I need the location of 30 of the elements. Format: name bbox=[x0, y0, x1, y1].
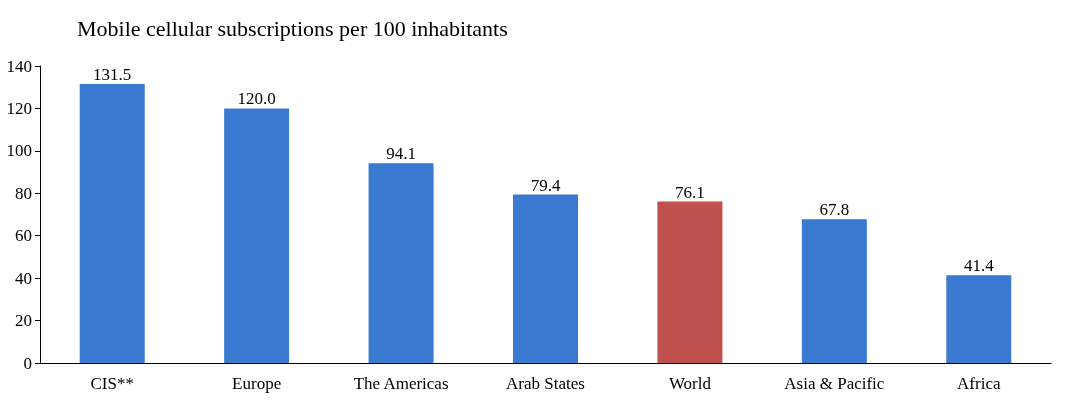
data-label: 94.1 bbox=[386, 144, 416, 164]
bar bbox=[79, 84, 145, 363]
data-label: 67.8 bbox=[819, 200, 850, 220]
x-tick-label: Africa bbox=[957, 374, 1001, 393]
x-tick-label: Arab States bbox=[506, 374, 585, 393]
data-label: 120.0 bbox=[237, 89, 276, 109]
bar bbox=[657, 201, 723, 363]
data-label: 41.4 bbox=[963, 256, 995, 276]
y-tick-label: 60 bbox=[15, 226, 32, 246]
y-tick-label: 140 bbox=[6, 56, 32, 76]
y-tick-label: 80 bbox=[15, 183, 32, 203]
y-tick-label: 120 bbox=[6, 98, 32, 118]
x-tick-label: CIS** bbox=[90, 374, 134, 393]
x-tick-label: World bbox=[668, 374, 712, 393]
bar bbox=[801, 219, 867, 363]
y-tick-label: 20 bbox=[15, 311, 32, 331]
data-label: 76.1 bbox=[675, 182, 705, 202]
bar bbox=[368, 163, 434, 363]
x-tick-label: Europe bbox=[232, 374, 282, 393]
y-tick-label: 40 bbox=[15, 268, 32, 288]
bar bbox=[946, 275, 1012, 363]
data-label: 79.4 bbox=[530, 175, 561, 195]
y-tick-label: 100 bbox=[6, 141, 32, 161]
x-tick-label: The Americas bbox=[353, 374, 449, 393]
y-tick-label: 0 bbox=[23, 353, 32, 373]
chart-title: Mobile cellular subscriptions per 100 inhabitants bbox=[77, 15, 508, 41]
data-label: 131.5 bbox=[93, 65, 132, 85]
bar bbox=[224, 108, 290, 363]
x-tick-label: Asia & Pacific bbox=[784, 374, 885, 393]
bar bbox=[513, 194, 578, 363]
